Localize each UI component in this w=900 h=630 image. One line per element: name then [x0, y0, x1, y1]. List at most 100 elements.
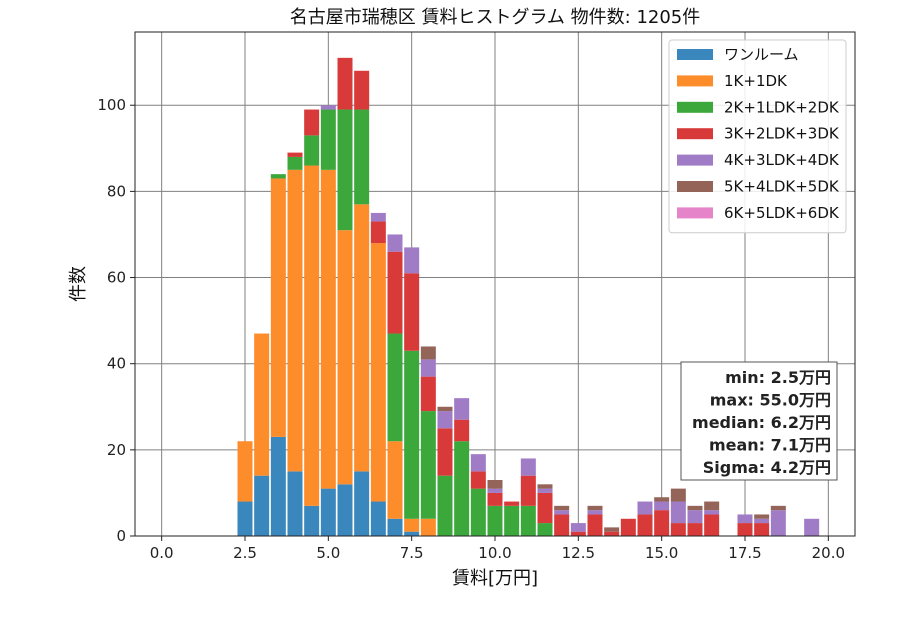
bar-segment: [370, 501, 386, 536]
y-tick-label: 60: [107, 269, 126, 287]
bar-segment: [670, 523, 686, 536]
legend-swatch: [677, 49, 713, 60]
chart-title: 名古屋市瑞穂区 賃料ヒストグラム 物件数: 1205件: [290, 7, 701, 28]
x-tick-label: 7.5: [400, 544, 424, 562]
bar-segment: [354, 204, 370, 472]
bar-segment: [587, 510, 603, 515]
bar-segment: [387, 333, 403, 442]
bar-segment: [287, 169, 303, 472]
bar-segment: [470, 471, 486, 489]
bar-segment: [454, 441, 470, 536]
bar-segment: [337, 109, 353, 231]
stats-line: mean: 7.1万円: [709, 436, 831, 455]
bar-segment: [687, 523, 703, 536]
bar-segment: [420, 346, 436, 360]
bar-segment: [770, 505, 786, 511]
bar-segment: [320, 105, 336, 110]
stats-line: median: 6.2万円: [692, 413, 831, 432]
bar-segment: [304, 165, 320, 506]
bar-segment: [754, 523, 770, 536]
x-tick-label: 20.0: [812, 544, 845, 562]
bar-segment: [337, 57, 353, 110]
x-tick-label: 10.0: [478, 544, 511, 562]
x-tick-label: 15.0: [645, 544, 678, 562]
bar-segment: [337, 230, 353, 485]
bar-segment: [704, 501, 720, 511]
bar-segment: [237, 441, 253, 502]
bar-segment: [520, 505, 536, 536]
bar-segment: [254, 333, 270, 476]
bar-segment: [754, 514, 770, 519]
bar-segment: [737, 523, 753, 536]
bar-segment: [520, 458, 536, 476]
bar-segment: [420, 359, 436, 377]
bar-segment: [554, 510, 570, 515]
bar-segment: [670, 501, 686, 524]
bar-segment: [320, 109, 336, 170]
y-tick-label: 80: [107, 182, 126, 200]
y-axis-title: 件数: [68, 266, 89, 302]
bar-segment: [654, 510, 670, 536]
bar-segment: [287, 152, 303, 157]
bar-segment: [304, 505, 320, 536]
bar-segment: [504, 505, 520, 536]
bar-segment: [254, 475, 270, 536]
bar-segment: [687, 505, 703, 511]
bar-segment: [387, 441, 403, 519]
bar-segment: [754, 518, 770, 524]
bar-segment: [420, 411, 436, 519]
x-tick-label: 0.0: [150, 544, 174, 562]
y-tick-label: 100: [97, 96, 126, 114]
bar-segment: [454, 419, 470, 442]
bar-segment: [287, 156, 303, 170]
stats-box: min: 2.5万円 max: 55.0万円 median: 6.2万円 mean: …: [680, 361, 838, 481]
bar-segment: [354, 471, 370, 536]
legend-label: 5K+4LDK+5DK: [724, 178, 840, 196]
x-tick-label: 17.5: [728, 544, 761, 562]
bar-segment: [420, 376, 436, 412]
bar-segment: [620, 518, 636, 536]
bar-segment: [637, 501, 653, 515]
bar-segment: [737, 514, 753, 524]
legend-label: 4K+3LDK+4DK: [724, 151, 840, 169]
bar-segment: [354, 70, 370, 110]
bar-segment: [404, 247, 420, 274]
bar-segment: [387, 518, 403, 536]
bar-segment: [437, 411, 453, 429]
bar-segment: [704, 510, 720, 515]
legend-label: 6K+5LDK+6DK: [724, 204, 840, 222]
bar-segment: [287, 471, 303, 536]
bar-segment: [604, 531, 620, 536]
bar-segment: [370, 212, 386, 222]
bar-segment: [570, 523, 586, 532]
bar-segment: [420, 518, 436, 536]
bar-segment: [454, 398, 470, 420]
legend-swatch: [677, 154, 713, 166]
bar-segment: [470, 488, 486, 536]
bar-segment: [570, 531, 586, 536]
bar-segment: [487, 492, 503, 506]
x-tick-label: 5.0: [316, 544, 340, 562]
bar-segment: [654, 497, 670, 502]
bar-segment: [537, 484, 553, 489]
bar-segment: [437, 406, 453, 412]
legend-label: ワンルーム: [724, 46, 799, 64]
stats-line: min: 2.5万円: [725, 368, 831, 387]
bar-segment: [704, 514, 720, 536]
bar-segment: [270, 178, 286, 437]
x-axis-ticks: 0.0 2.5 5.0 7.5 10.0 12.5 15.0 17.5 20.0: [150, 536, 845, 562]
bar-segment: [504, 501, 520, 506]
bar-segment: [487, 488, 503, 493]
bar-segment: [587, 505, 603, 511]
bar-segment: [470, 454, 486, 472]
bars-group: [237, 57, 820, 536]
legend-swatch: [677, 181, 713, 192]
bar-segment: [404, 273, 420, 351]
stats-line: max: 55.0万円: [710, 391, 831, 410]
bar-segment: [304, 109, 320, 136]
y-tick-label: 40: [107, 355, 126, 373]
y-tick-label: 20: [107, 441, 126, 459]
bar-segment: [537, 523, 553, 536]
bar-segment: [687, 510, 703, 524]
